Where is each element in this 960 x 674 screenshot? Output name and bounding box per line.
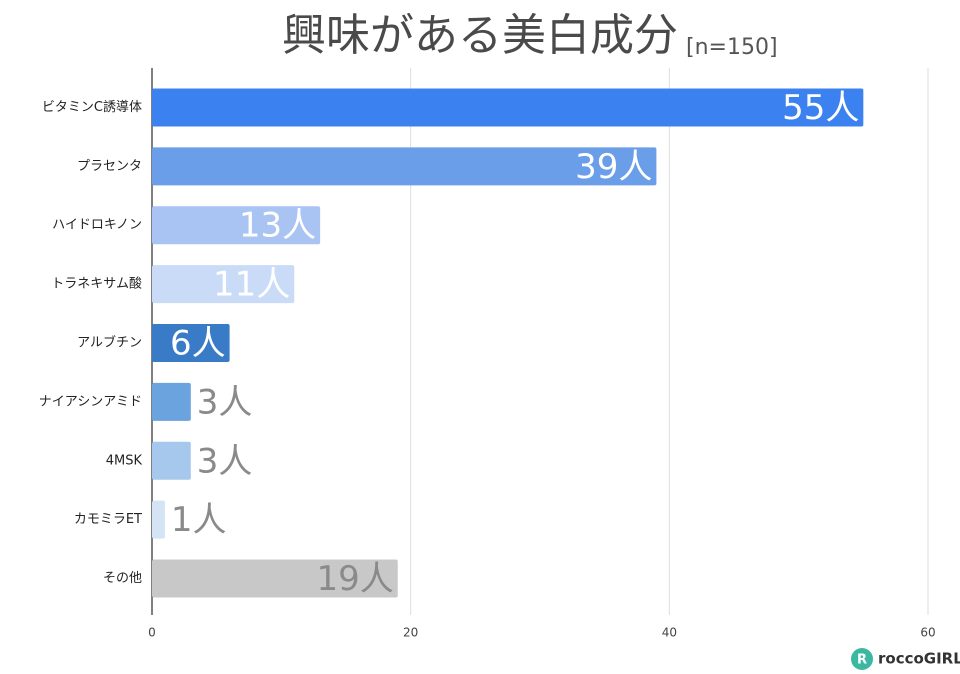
y-tick-label: カモミラET <box>74 512 142 527</box>
value-label: 39人 <box>575 147 652 187</box>
logo-icon <box>851 648 873 670</box>
bar <box>152 559 398 598</box>
value-label: 19人 <box>316 559 393 599</box>
chart-subtitle: [n=150] <box>686 35 778 60</box>
y-tick-label: トラネキサム酸 <box>51 277 142 292</box>
bar <box>152 88 864 127</box>
x-tick-label: 40 <box>662 626 677 640</box>
bar <box>152 441 191 480</box>
value-label: 3人 <box>197 382 253 422</box>
bar <box>152 500 165 539</box>
x-tick-label: 60 <box>920 626 935 640</box>
y-tick-label: プラセンタ <box>77 159 142 174</box>
y-tick-label: ハイドロキノン <box>52 218 142 233</box>
y-tick-label: 4MSK <box>106 453 143 468</box>
value-label: 6人 <box>170 324 226 364</box>
y-tick-label: アルブチン <box>77 335 142 351</box>
bar <box>152 147 657 186</box>
bar <box>152 265 295 304</box>
logo-icon-letter: R <box>857 653 867 668</box>
value-label: 1人 <box>171 500 227 540</box>
chart-title: 興味がある美白成分 <box>282 10 678 61</box>
y-tick-label: ビタミンC誘導体 <box>42 100 142 115</box>
x-tick-label: 0 <box>148 626 156 640</box>
y-tick-label: ナイアシンアミド <box>39 394 142 409</box>
y-tick-label: その他 <box>103 571 142 586</box>
value-label: 13人 <box>239 206 316 246</box>
logo: roccoGIRL <box>878 650 960 668</box>
value-label: 55人 <box>782 88 859 128</box>
x-tick-label: 20 <box>403 626 418 640</box>
bar <box>152 324 230 362</box>
bar <box>152 206 321 245</box>
bar <box>152 382 191 421</box>
value-label: 3人 <box>197 441 253 481</box>
value-label: 11人 <box>213 265 290 305</box>
